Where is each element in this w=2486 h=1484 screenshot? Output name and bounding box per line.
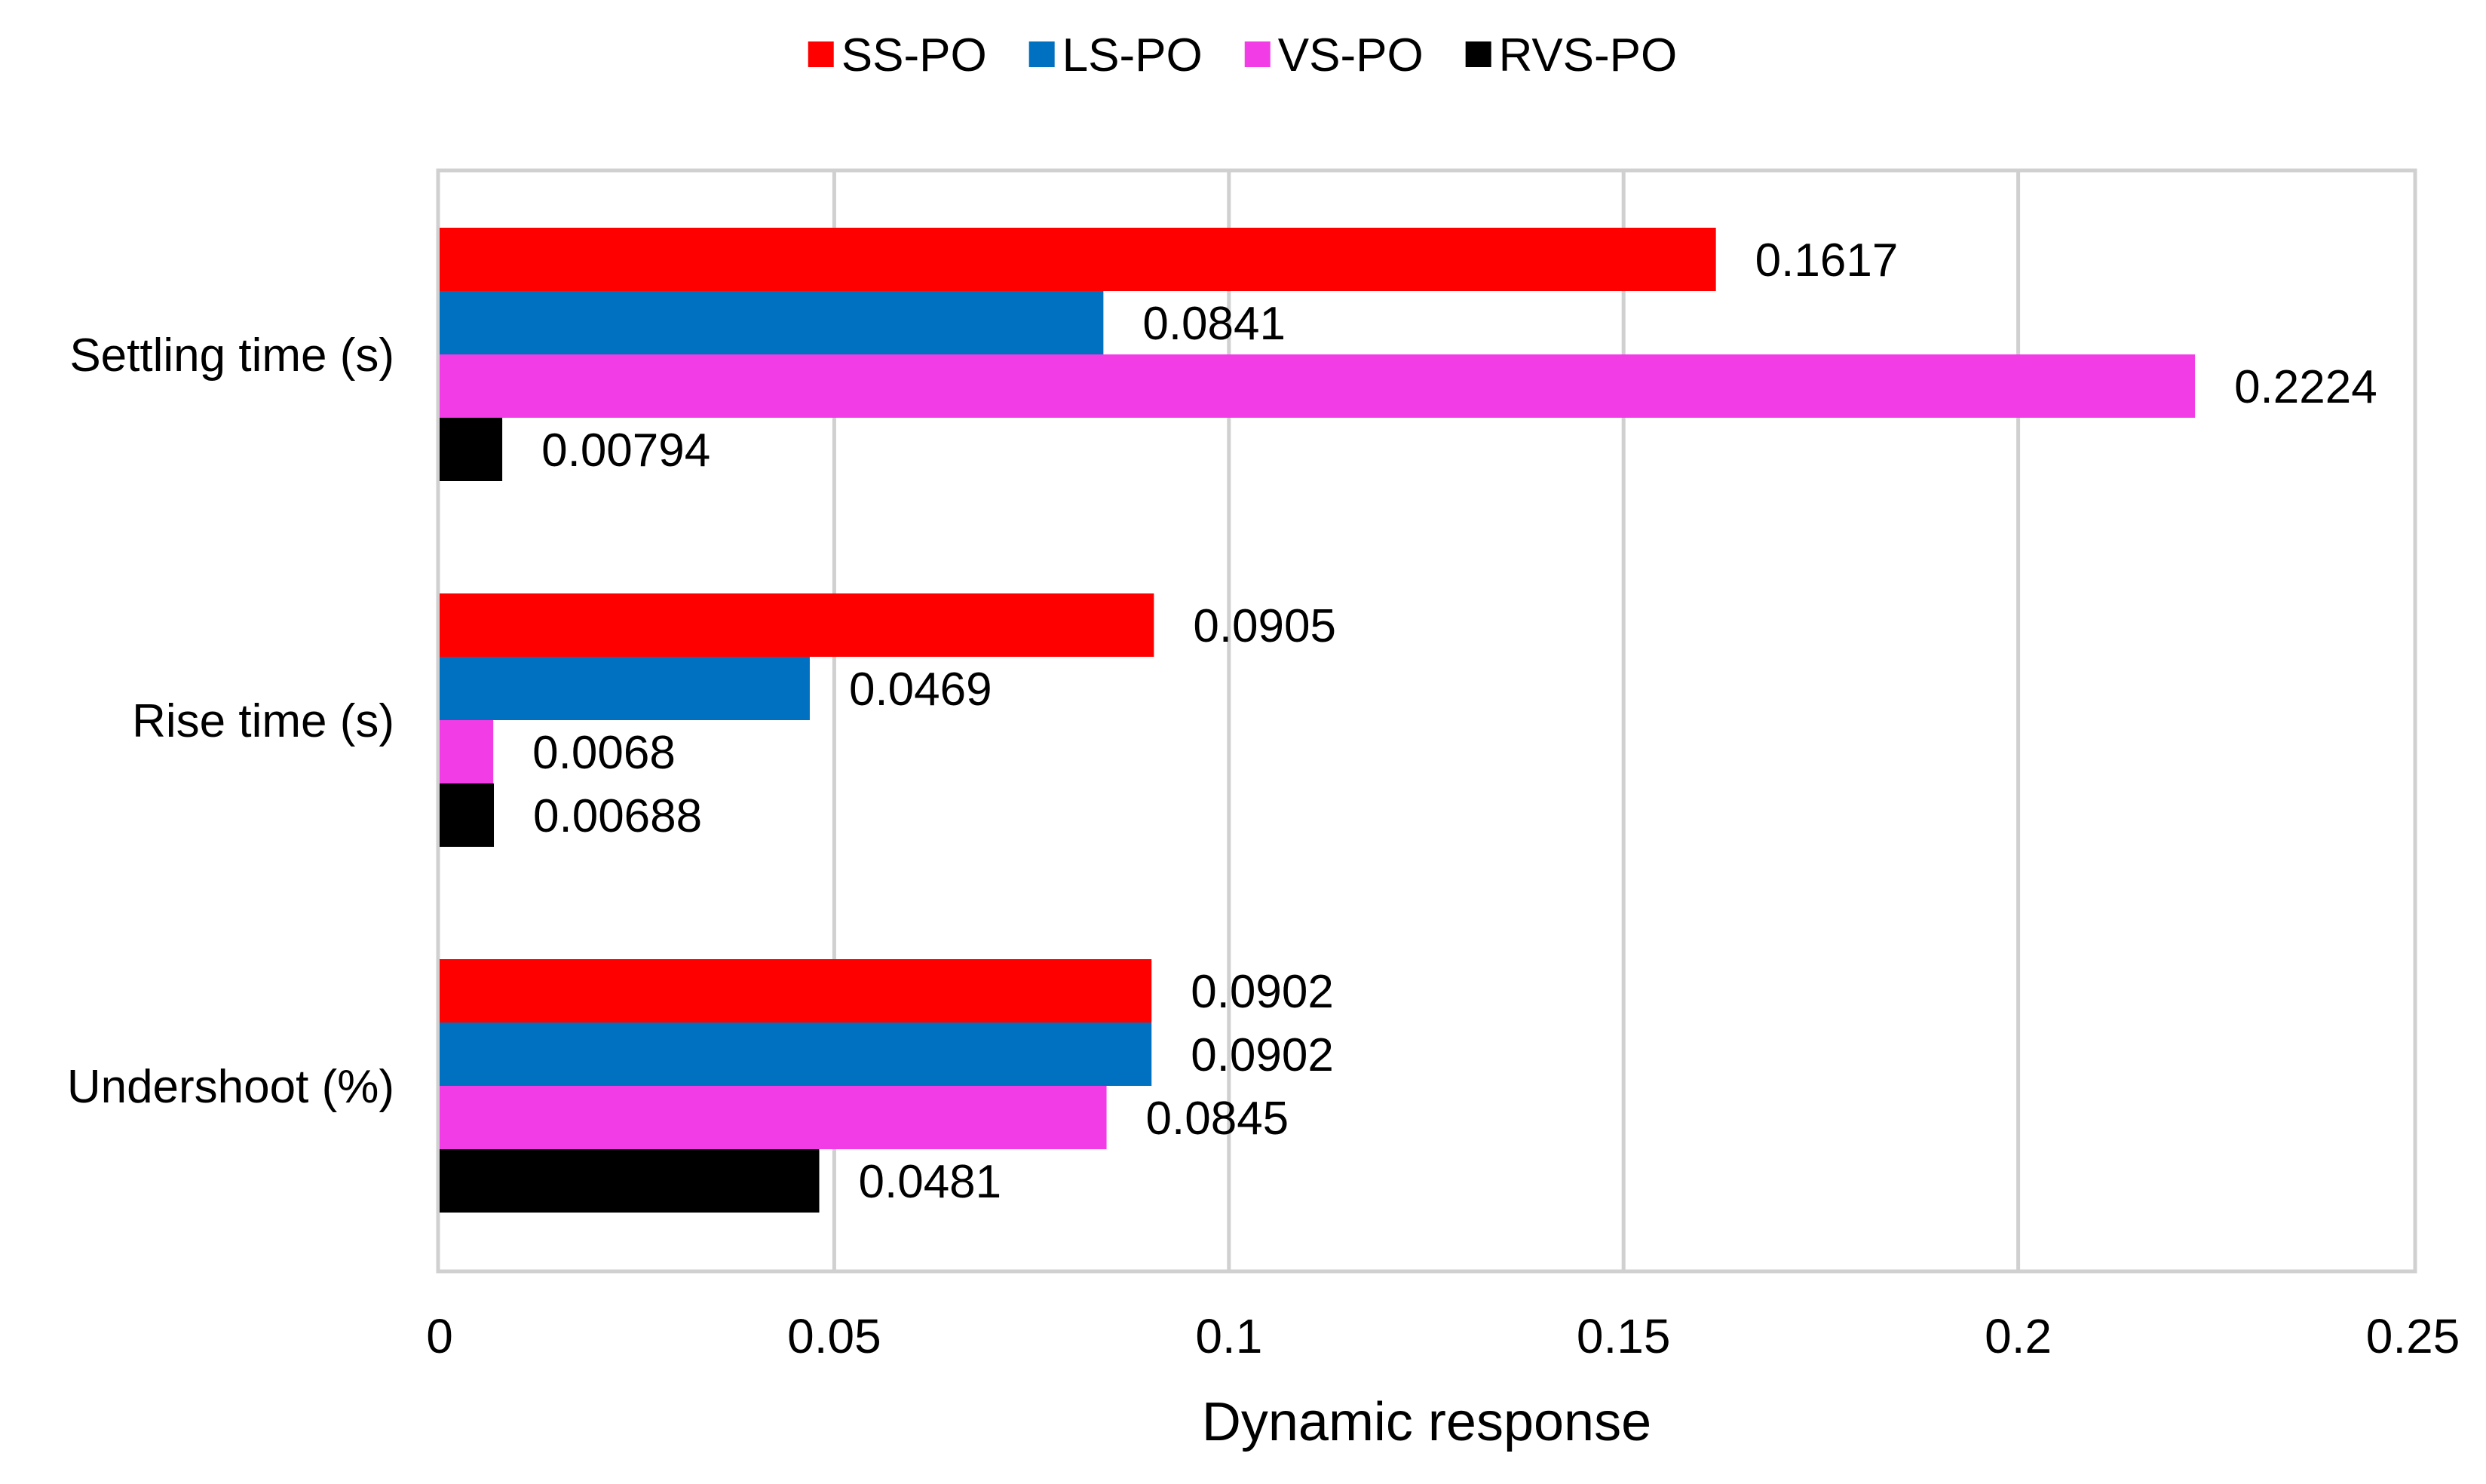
legend-label: SS-PO [841,29,987,81]
bar-ss-po [440,959,1152,1023]
x-tick-label: 0 [426,1309,453,1363]
legend: SS-PO LS-PO VS-PO RVS-PO [808,29,1678,81]
data-label: 0.00688 [533,790,702,842]
data-label: 0.00794 [541,425,710,477]
legend-label: RVS-PO [1499,29,1678,81]
x-tick-label: 0.05 [787,1309,881,1363]
x-tick-label: 0.2 [1985,1309,2052,1363]
legend-item-ss-po: SS-PO [808,29,987,81]
data-label: 0.1617 [1755,235,1899,287]
bar-rvs-po [440,783,495,847]
data-label: 0.2224 [2234,361,2377,413]
bar-vs-po [440,1086,1107,1149]
data-label: 0.0068 [532,727,676,779]
legend-item-ls-po: LS-PO [1028,29,1203,81]
data-label: 0.0481 [859,1156,1002,1208]
category-label: Undershoot (%) [67,1061,394,1113]
data-label: 0.0902 [1191,1029,1334,1081]
legend-item-rvs-po: RVS-PO [1465,29,1678,81]
data-label: 0.0469 [849,664,992,716]
category-label: Rise time (s) [132,695,394,747]
bars [440,228,2196,1213]
bar-vs-po [440,720,494,783]
x-tick-label: 0.15 [1577,1309,1671,1363]
legend-label: VS-PO [1278,29,1424,81]
x-axis-title: Dynamic response [1202,1392,1651,1452]
bar-ls-po [440,1023,1152,1086]
x-tick-label: 0.25 [2366,1309,2460,1363]
legend-swatch [1244,41,1271,67]
category-label: Settling time (s) [69,330,394,382]
plot-area-border [436,168,2417,1274]
legend-item-vs-po: VS-PO [1244,29,1424,81]
bar-ss-po [440,228,1716,291]
data-labels: 0.1617 0.0841 0.2224 0.00794 0.0905 0.0469 0.0… [532,235,2377,1208]
data-label: 0.0905 [1193,600,1336,652]
x-tick-label: 0.1 [1195,1309,1262,1363]
bar-ss-po [440,593,1154,657]
bar-ls-po [440,657,810,720]
x-axis-tick-labels: 0 0.05 0.1 0.15 0.2 0.25 [426,1309,2460,1363]
data-label: 0.0845 [1146,1093,1289,1145]
bar-rvs-po [440,418,503,481]
category-labels: Settling time (s) Rise time (s) Undershoot… [67,330,394,1113]
data-label: 0.0902 [1191,966,1334,1018]
legend-swatch [1028,41,1055,67]
bar-ls-po [440,291,1104,354]
legend-swatch [808,41,834,67]
bar-vs-po [440,354,2196,418]
legend-label: LS-PO [1062,29,1203,81]
data-label: 0.0841 [1142,298,1286,350]
bar-rvs-po [440,1149,820,1213]
legend-swatch [1465,41,1491,67]
